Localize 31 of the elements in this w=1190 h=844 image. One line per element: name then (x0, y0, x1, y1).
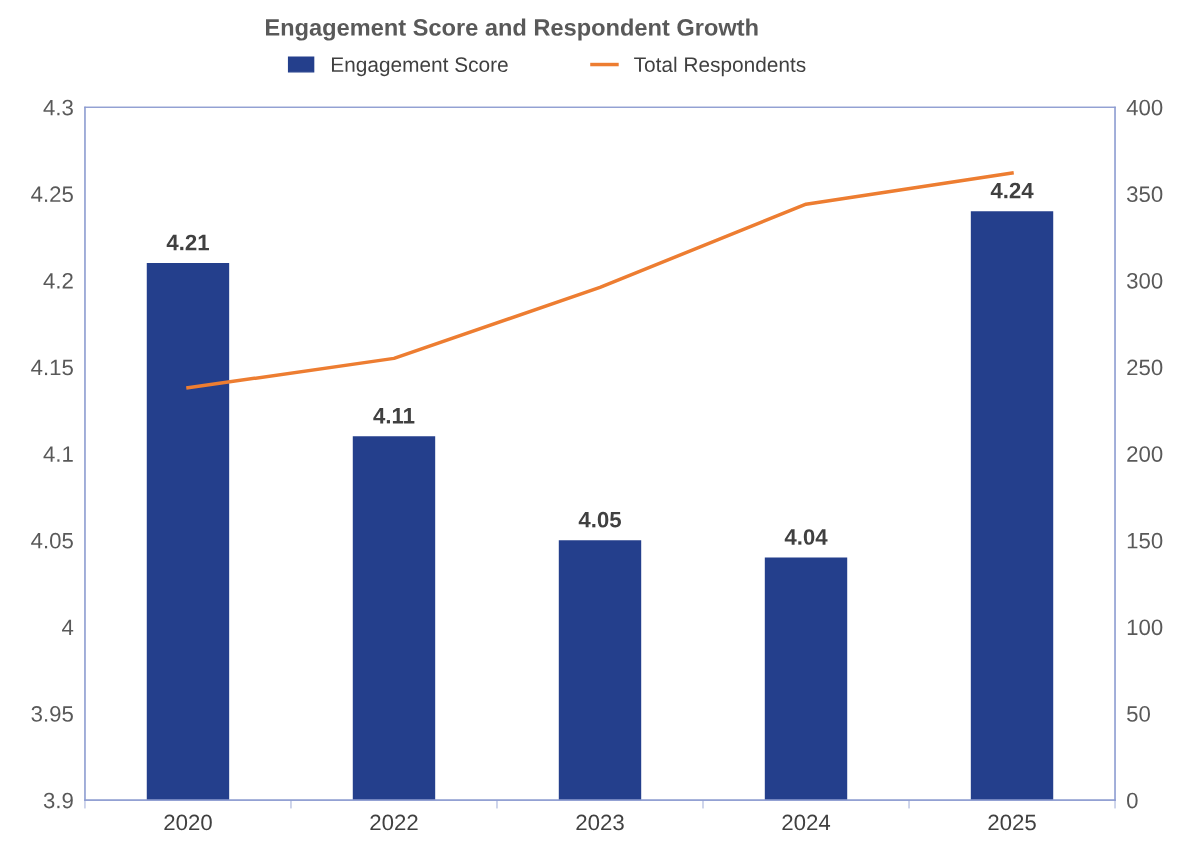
data-label: 4.21 (166, 234, 209, 251)
legend-label: Engagement Score (332, 57, 508, 77)
y-tick-label: 4 (62, 619, 74, 635)
y2-tick-label: 100 (1127, 619, 1163, 636)
y2-tick-label: 350 (1126, 186, 1163, 203)
y-tick-label: 4.15 (31, 359, 73, 376)
data-label: 4.24 (990, 182, 1034, 199)
y-tick-label: 3.95 (31, 706, 73, 722)
chart-title: Engagement Score and Respondent Growth (266, 18, 758, 41)
y2-tick-label: 50 (1127, 706, 1150, 722)
x-tick-label: 2023 (576, 814, 624, 831)
data-label: 4.04 (784, 529, 828, 545)
y2-tick-label: 0 (1127, 792, 1138, 809)
x-tick-label: 2020 (164, 814, 212, 831)
y2-tick-label: 300 (1126, 272, 1163, 289)
y-tick-label: 4.1 (43, 446, 73, 462)
x-tick-label: 2025 (988, 814, 1036, 831)
y-tick-label: 4.3 (43, 99, 73, 116)
y-tick-label: 4.2 (43, 272, 73, 289)
y-tick-label: 4.25 (31, 186, 73, 203)
x-tick-label: 2022 (370, 814, 418, 831)
y-tick-label: 3.9 (43, 792, 73, 809)
y2-tick-label: 150 (1127, 532, 1163, 549)
data-label: 4.11 (373, 408, 415, 424)
data-label: 4.05 (578, 511, 622, 528)
x-tick-label: 2024 (782, 814, 831, 831)
y2-tick-label: 250 (1127, 359, 1163, 376)
y-tick-label: 4.05 (31, 532, 73, 549)
legend-label: Total Respondents (634, 56, 806, 77)
y2-tick-label: 400 (1126, 99, 1163, 116)
y2-tick-label: 200 (1127, 446, 1163, 462)
